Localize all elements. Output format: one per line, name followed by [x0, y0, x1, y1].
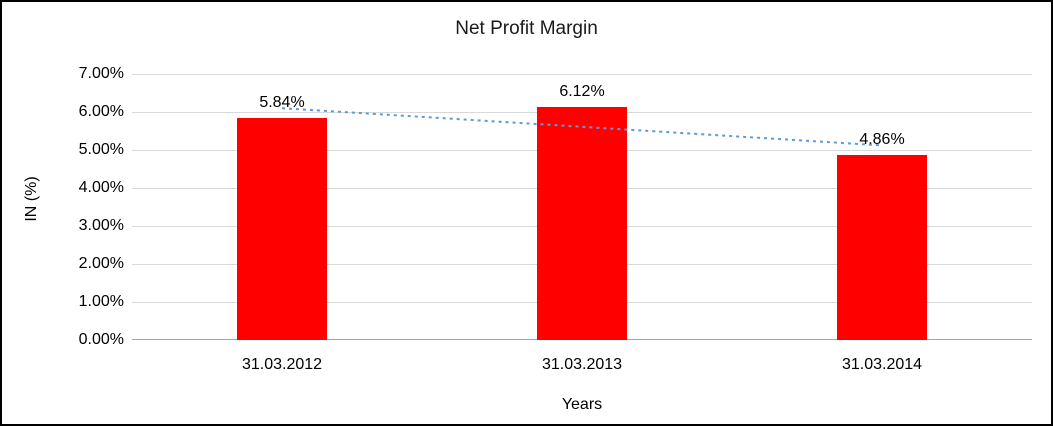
bar-31.03.2014 [837, 155, 927, 340]
bar-31.03.2012 [237, 118, 327, 340]
plot-area: 5.84% 6.12% 4.86% [132, 74, 1032, 340]
x-axis-tick-labels: 31.03.2012 31.03.2013 31.03.2014 [132, 352, 1032, 376]
y-tick-label: 6.00% [78, 103, 124, 120]
y-tick-label: 2.00% [78, 255, 124, 272]
data-label: 5.84% [259, 94, 305, 112]
gridline [132, 74, 1032, 75]
y-tick-label: 0.00% [78, 331, 124, 348]
bar-31.03.2013 [537, 107, 627, 340]
x-tick-label: 31.03.2013 [541, 356, 623, 373]
x-tick-label: 31.03.2012 [241, 356, 323, 373]
y-tick-label: 7.00% [78, 65, 124, 82]
data-label: 6.12% [559, 83, 605, 101]
chart-title: Net Profit Margin [455, 18, 598, 39]
x-tick-label: 31.03.2014 [841, 356, 923, 373]
trendline [281, 107, 883, 147]
y-tick-label: 5.00% [78, 141, 124, 158]
x-axis-title: Years [561, 396, 603, 413]
y-tick-label: 1.00% [78, 293, 124, 310]
y-axis-tick-labels: 0.00% 1.00% 2.00% 3.00% 4.00% 5.00% 6.00% 7.00% [2, 65, 124, 348]
y-tick-label: 4.00% [78, 179, 124, 196]
y-tick-label: 3.00% [78, 217, 124, 234]
